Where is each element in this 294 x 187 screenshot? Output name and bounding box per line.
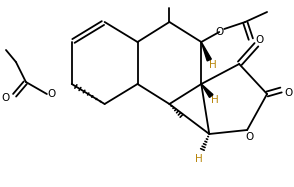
Text: H: H [211,95,219,105]
Text: O: O [285,88,293,98]
Text: O: O [215,27,223,37]
Text: H: H [196,154,203,164]
Text: O: O [245,132,253,142]
Text: H: H [209,60,217,70]
Polygon shape [201,84,213,97]
Text: O: O [2,93,10,103]
Polygon shape [201,42,211,61]
Text: O: O [48,89,56,99]
Text: O: O [255,35,263,45]
